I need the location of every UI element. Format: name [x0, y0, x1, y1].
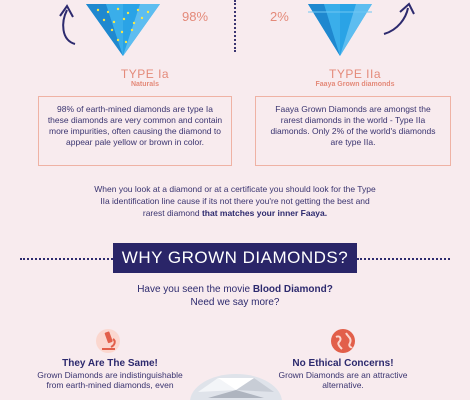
- globe-icon: [331, 329, 355, 353]
- microscope-icon: [96, 329, 120, 353]
- right-percent: 2%: [270, 9, 289, 24]
- feature-1-title: They Are The Same!: [62, 358, 158, 369]
- info-paragraph-text: When you look at a diamond or at a certi…: [94, 184, 376, 218]
- info-paragraph-bold: that matches your inner Faaya.: [201, 208, 328, 218]
- right-type-title: TYPE IIa: [328, 67, 382, 81]
- left-type-subtitle: Naturals: [130, 81, 159, 88]
- center-divider: [234, 0, 236, 52]
- banner-line-right: [357, 258, 450, 260]
- question-prefix: Have you seen the movie: [137, 284, 253, 295]
- right-description: Faaya Grown Diamonds are amongst the rar…: [270, 104, 436, 147]
- right-description-box: Faaya Grown Diamonds are amongst the rar…: [255, 96, 451, 166]
- question-line-1: Have you seen the movie Blood Diamond?: [100, 283, 370, 296]
- info-paragraph: When you look at a diamond or at a certi…: [90, 183, 380, 219]
- feature-2-text: Grown Diamonds are an attractive alterna…: [278, 370, 408, 390]
- arrow-icon: [59, 4, 76, 45]
- arrow-icon: [383, 2, 415, 35]
- banner-line-left: [20, 258, 113, 260]
- left-description: 98% of earth-mined diamonds are type Ia …: [47, 104, 223, 147]
- question-bold: Blood Diamond?: [252, 284, 333, 295]
- diamond-icon: [190, 374, 282, 400]
- left-percent: 98%: [182, 9, 209, 24]
- diamond-icon: [86, 4, 160, 56]
- question-line-2: Need we say more?: [190, 297, 280, 308]
- question-text: Have you seen the movie Blood Diamond? N…: [100, 283, 370, 309]
- feature-2-title: No Ethical Concerns!: [292, 358, 394, 369]
- left-description-box: 98% of earth-mined diamonds are type Ia …: [38, 96, 232, 166]
- section-banner: WHY GROWN DIAMONDS?: [113, 243, 357, 273]
- feature-1-text: Grown Diamonds are indistinguishable fro…: [37, 370, 183, 390]
- left-type-title: TYPE Ia: [120, 67, 170, 81]
- diamond-icon: [308, 4, 372, 56]
- right-type-subtitle: Faaya Grown diamonds: [315, 81, 395, 88]
